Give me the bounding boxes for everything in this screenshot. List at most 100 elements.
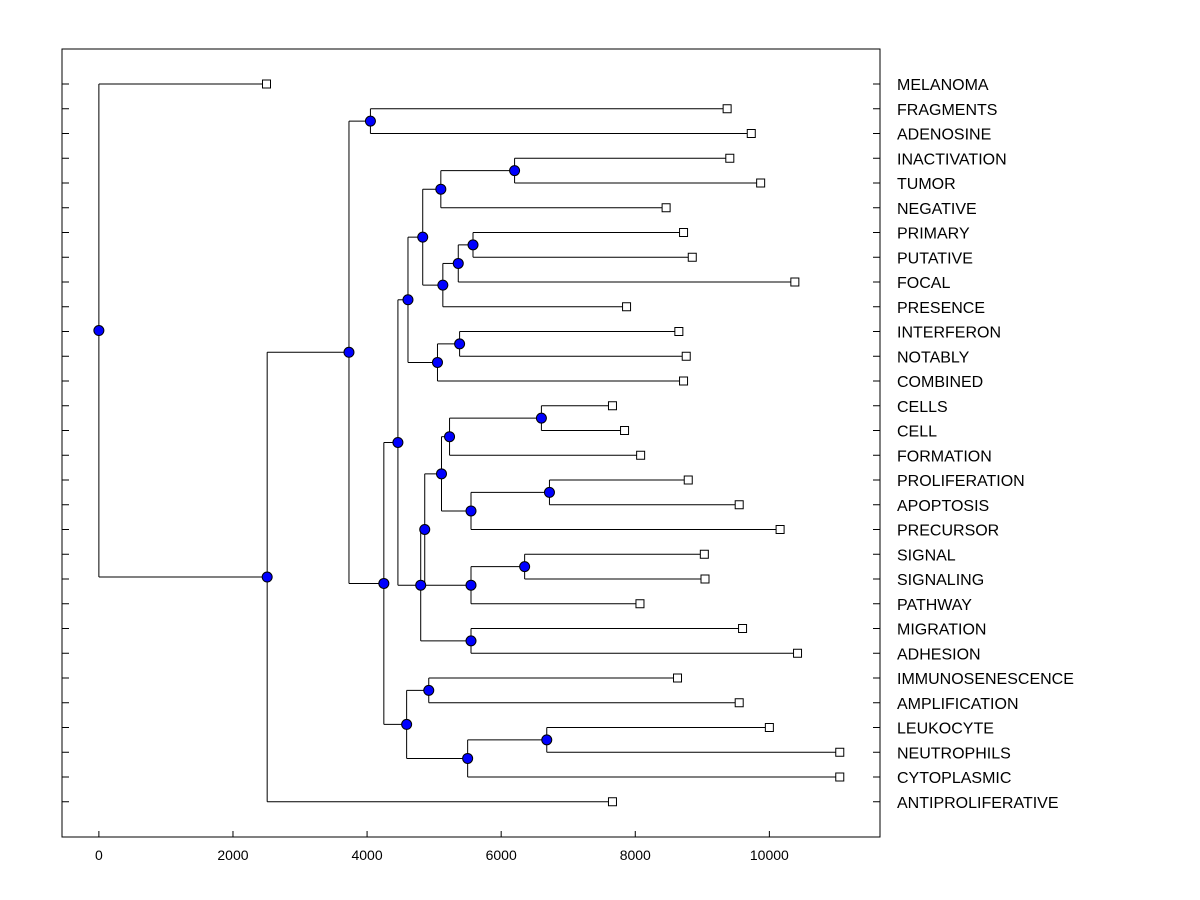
leaf-label: ADHESION xyxy=(897,646,981,663)
merge-node xyxy=(535,412,547,424)
x-axis-tick-labels: 0 2000 4000 6000 8000 10000 xyxy=(95,847,789,863)
merge-node xyxy=(452,257,464,269)
leaf-label: COMBINED xyxy=(897,374,983,391)
leaf-marker xyxy=(793,648,803,658)
leaf-label: SIGNAL xyxy=(897,547,956,564)
leaf-marker xyxy=(734,698,744,708)
leaf-label: LEUKOCYTE xyxy=(897,721,994,738)
leaf-labels: MELANOMA FRAGMENTS ADENOSINE INACTIVATION TU… xyxy=(897,77,1074,812)
merge-node xyxy=(465,579,477,591)
x-tick-label: 2000 xyxy=(217,847,248,863)
merge-node xyxy=(364,115,376,127)
merge-node xyxy=(423,684,435,696)
leaf-marker xyxy=(673,673,683,683)
x-tick-label: 8000 xyxy=(620,847,651,863)
leaf-label: PATHWAY xyxy=(897,597,972,614)
right-axis-ticks xyxy=(873,83,880,803)
leaf-marker xyxy=(607,401,617,411)
leaf-label: TUMOR xyxy=(897,176,956,193)
leaf-markers xyxy=(262,79,845,807)
dendrogram-links xyxy=(98,83,840,803)
merge-node xyxy=(417,231,429,243)
merge-node xyxy=(435,183,447,195)
leaf-label: PRIMARY xyxy=(897,226,970,243)
leaf-marker xyxy=(835,747,845,757)
leaf-marker xyxy=(764,723,774,732)
leaf-label: ADENOSINE xyxy=(897,127,991,144)
leaf-marker xyxy=(674,327,684,336)
leaf-label: INACTIVATION xyxy=(897,151,1007,168)
leaf-label: APOPTOSIS xyxy=(897,498,989,515)
x-tick-label: 10000 xyxy=(750,847,789,863)
leaf-label: PRECURSOR xyxy=(897,523,999,540)
merge-node xyxy=(402,294,414,306)
leaf-label: ANTIPROLIFERATIVE xyxy=(897,795,1059,812)
leaf-marker xyxy=(738,624,748,633)
leaf-marker xyxy=(636,450,646,460)
merge-node xyxy=(519,561,531,573)
merge-node xyxy=(509,165,521,177)
plot-frame xyxy=(61,48,881,838)
leaf-marker xyxy=(635,599,645,609)
leaf-marker xyxy=(699,549,709,559)
leaf-marker xyxy=(622,302,632,312)
leaf-marker xyxy=(687,252,697,262)
leaf-marker xyxy=(620,426,630,435)
leaf-marker xyxy=(775,525,785,534)
leaf-label: CYTOPLASMIC xyxy=(897,770,1011,787)
y-axis-ticks xyxy=(62,83,69,803)
leaf-marker xyxy=(679,376,689,386)
merge-node xyxy=(401,718,413,730)
leaf-marker xyxy=(756,178,766,188)
leaf-label: PRESENCE xyxy=(897,300,985,317)
leaf-label: AMPLIFICATION xyxy=(897,696,1019,713)
leaf-label: INTERFERON xyxy=(897,325,1001,342)
leaf-marker xyxy=(607,797,617,807)
leaf-marker xyxy=(683,475,693,485)
x-tick-label: 4000 xyxy=(351,847,382,863)
merge-node xyxy=(392,436,404,448)
leaf-marker xyxy=(262,79,271,89)
merge-node xyxy=(543,486,555,498)
leaf-label: MIGRATION xyxy=(897,622,986,639)
leaf-label: NEUTROPHILS xyxy=(897,745,1011,762)
leaf-label: SIGNALING xyxy=(897,572,984,589)
x-tick-label: 0 xyxy=(95,847,103,863)
merge-node xyxy=(261,571,273,583)
leaf-label: NOTABLY xyxy=(897,349,970,366)
leaf-marker xyxy=(661,203,671,213)
merge-node xyxy=(378,577,390,589)
leaf-label: FOCAL xyxy=(897,275,950,292)
merge-nodes xyxy=(93,115,555,764)
x-axis-ticks xyxy=(98,831,770,837)
leaf-label: FORMATION xyxy=(897,448,992,465)
merge-node xyxy=(444,431,456,443)
leaf-marker xyxy=(681,351,691,361)
merge-node xyxy=(462,752,474,764)
merge-node xyxy=(465,635,477,647)
merge-node xyxy=(435,468,447,480)
merge-node xyxy=(93,325,105,337)
leaf-label: CELLS xyxy=(897,399,948,416)
leaf-marker xyxy=(725,153,735,163)
merge-node xyxy=(467,239,479,251)
merge-node xyxy=(415,579,427,591)
leaf-marker xyxy=(700,574,710,584)
leaf-label: FRAGMENTS xyxy=(897,102,997,119)
leaf-label: IMMUNOSENESCENCE xyxy=(897,671,1074,688)
leaf-marker xyxy=(790,277,800,287)
leaf-label: MELANOMA xyxy=(897,77,989,94)
merge-node xyxy=(465,505,477,517)
leaf-label: PROLIFERATION xyxy=(897,473,1025,490)
leaf-marker xyxy=(679,228,689,237)
merge-node xyxy=(419,524,431,535)
leaf-marker xyxy=(722,104,732,114)
leaf-marker xyxy=(746,129,756,138)
leaf-label: NEGATIVE xyxy=(897,201,977,218)
merge-node xyxy=(454,338,466,350)
merge-node xyxy=(541,734,553,746)
merge-node xyxy=(431,356,443,368)
leaf-label: PUTATIVE xyxy=(897,250,973,267)
leaf-marker xyxy=(734,500,744,510)
